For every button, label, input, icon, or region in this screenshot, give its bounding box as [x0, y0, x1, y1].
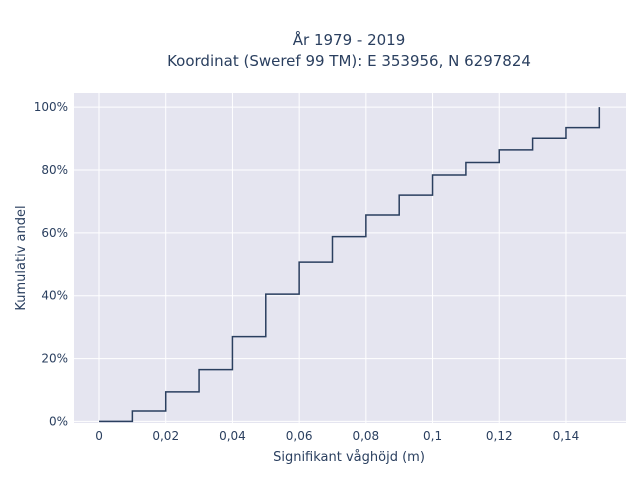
- x-tick-label: 0,1: [423, 429, 442, 443]
- y-axis-title: Kumulativ andel: [14, 205, 29, 310]
- chart-title-line1: År 1979 - 2019: [293, 30, 406, 49]
- chart-title-line2: Koordinat (Sweref 99 TM): E 353956, N 62…: [167, 52, 531, 70]
- x-tick-label: 0,14: [553, 429, 580, 443]
- y-tick-label: 20%: [41, 352, 68, 366]
- x-tick-label: 0,06: [286, 429, 313, 443]
- x-tick-label: 0,02: [152, 429, 179, 443]
- cumulative-step-line: [99, 107, 601, 423]
- x-tick-label: 0,04: [219, 429, 246, 443]
- series-layer: [99, 107, 601, 423]
- x-tick-label: 0,12: [486, 429, 513, 443]
- x-axis-title: Signifikant våghöjd (m): [273, 450, 425, 465]
- y-tick-label: 60%: [41, 226, 68, 240]
- y-tick-label: 80%: [41, 163, 68, 177]
- plot-background: [74, 93, 626, 423]
- x-tick-label: 0,08: [352, 429, 379, 443]
- y-tick-label: 100%: [34, 100, 68, 114]
- y-tick-label: 40%: [41, 289, 68, 303]
- tick-layer: 0 0,02 0,04 0,06 0,08 0,1 0,12 0,14 0% 20% 40% 60% 8…: [34, 100, 580, 443]
- y-tick-label: 0%: [49, 414, 68, 428]
- x-tick-label: 0: [95, 429, 103, 443]
- grid-layer: [74, 93, 626, 423]
